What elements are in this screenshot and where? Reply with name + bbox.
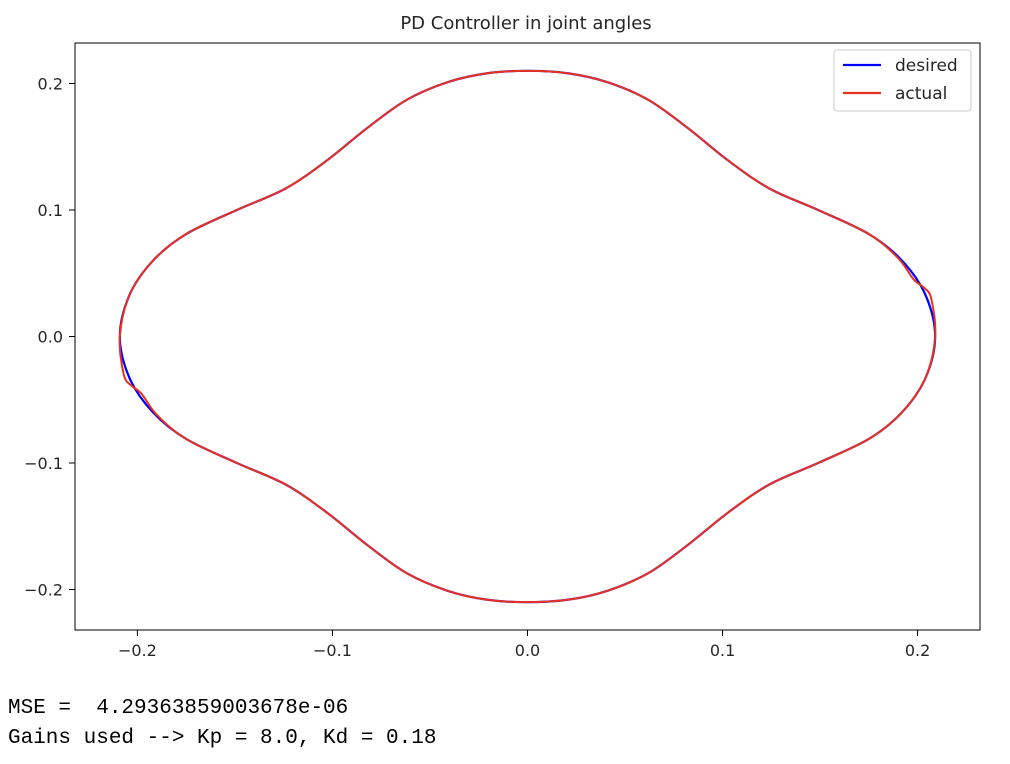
- mse-output: MSE = 4.29363859003678e-06: [8, 697, 349, 720]
- x-tick-label: 0.2: [905, 641, 930, 660]
- chart-figure: PD Controller in joint angles −0.2 −0.1 0.…: [24, 13, 981, 660]
- x-tick-label: 0.0: [515, 641, 540, 660]
- series-layer: [118, 69, 937, 604]
- legend-label-actual: actual: [895, 84, 947, 104]
- y-tick-label: 0.2: [38, 74, 63, 93]
- y-tick-label: 0.1: [38, 201, 63, 220]
- y-tick-label: −0.2: [24, 581, 63, 600]
- x-tick-label: −0.1: [313, 641, 352, 660]
- x-tick-label: −0.2: [118, 641, 157, 660]
- legend-label-desired: desired: [895, 56, 958, 76]
- gains-output: Gains used --> Kp = 8.0, Kd = 0.18: [8, 727, 437, 750]
- axis-layer: −0.2 −0.1 0.0 0.1 0.2 0.2 0.1 0.0 −0.1 −0.2: [24, 74, 930, 660]
- x-tick-label: 0.1: [710, 641, 735, 660]
- legend: desired actual: [833, 49, 972, 112]
- y-tick-label: 0.0: [38, 328, 63, 347]
- chart-title: PD Controller in joint angles: [400, 13, 651, 34]
- series-line-actual: [118, 69, 937, 604]
- series-line-desired: [118, 69, 937, 604]
- axes-frame: [74, 42, 981, 631]
- y-tick-label: −0.1: [24, 454, 63, 473]
